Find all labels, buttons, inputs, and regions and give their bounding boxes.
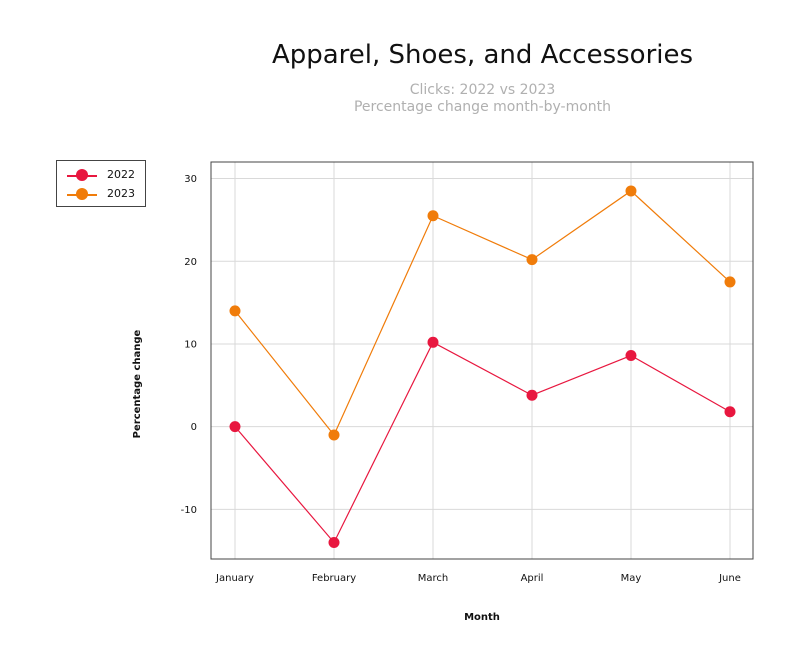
- data-point-2023: [229, 305, 241, 317]
- legend-marker-2022: [76, 169, 88, 181]
- legend-item-2023[interactable]: 2023: [57, 186, 145, 204]
- legend-marker-2023: [76, 188, 88, 200]
- y-axis-title: Percentage change: [132, 329, 143, 438]
- legend-item-2022[interactable]: 2022: [57, 167, 145, 185]
- plot-area: [211, 162, 753, 559]
- x-tick-label: May: [621, 573, 642, 584]
- data-point-2023: [427, 210, 439, 222]
- x-tick-label: June: [718, 573, 741, 584]
- legend: 2022 2023: [56, 160, 146, 207]
- series-group: [229, 185, 736, 548]
- gridlines: [211, 162, 753, 559]
- data-point-2022: [427, 336, 439, 348]
- chart-subtitle-2: Percentage change month-by-month: [353, 99, 612, 115]
- y-tick-label: 10: [184, 339, 197, 350]
- data-point-2022: [625, 350, 637, 362]
- x-axis-title: Month: [464, 612, 500, 623]
- series-line-2022: [234, 341, 731, 544]
- data-point-2022: [526, 389, 538, 401]
- data-point-2022: [229, 421, 241, 433]
- x-tick-label: April: [521, 573, 544, 584]
- x-axis-ticks: January February March April May June: [215, 573, 741, 584]
- data-point-2023: [625, 185, 637, 197]
- y-tick-label: 0: [191, 422, 197, 433]
- chart-subtitle: Clicks: 2022 vs 2023: [409, 82, 556, 98]
- data-point-2023: [526, 254, 538, 266]
- y-tick-label: 30: [184, 174, 197, 185]
- data-point-2022: [724, 406, 736, 418]
- data-point-2023: [328, 429, 340, 441]
- data-point-2023: [724, 276, 736, 288]
- x-tick-label: February: [312, 573, 356, 584]
- y-axis-ticks: -10 0 10 20 30: [181, 174, 197, 516]
- legend-label-2022: 2022: [107, 168, 135, 181]
- x-tick-label: January: [215, 573, 254, 584]
- x-tick-label: March: [418, 573, 448, 584]
- y-tick-label: -10: [181, 505, 197, 516]
- chart-title: Apparel, Shoes, and Accessories: [271, 40, 694, 70]
- y-tick-label: 20: [184, 257, 197, 268]
- series-line-2023: [234, 190, 731, 437]
- legend-label-2023: 2023: [107, 187, 135, 200]
- data-point-2022: [328, 536, 340, 548]
- plot-frame: [210, 161, 754, 560]
